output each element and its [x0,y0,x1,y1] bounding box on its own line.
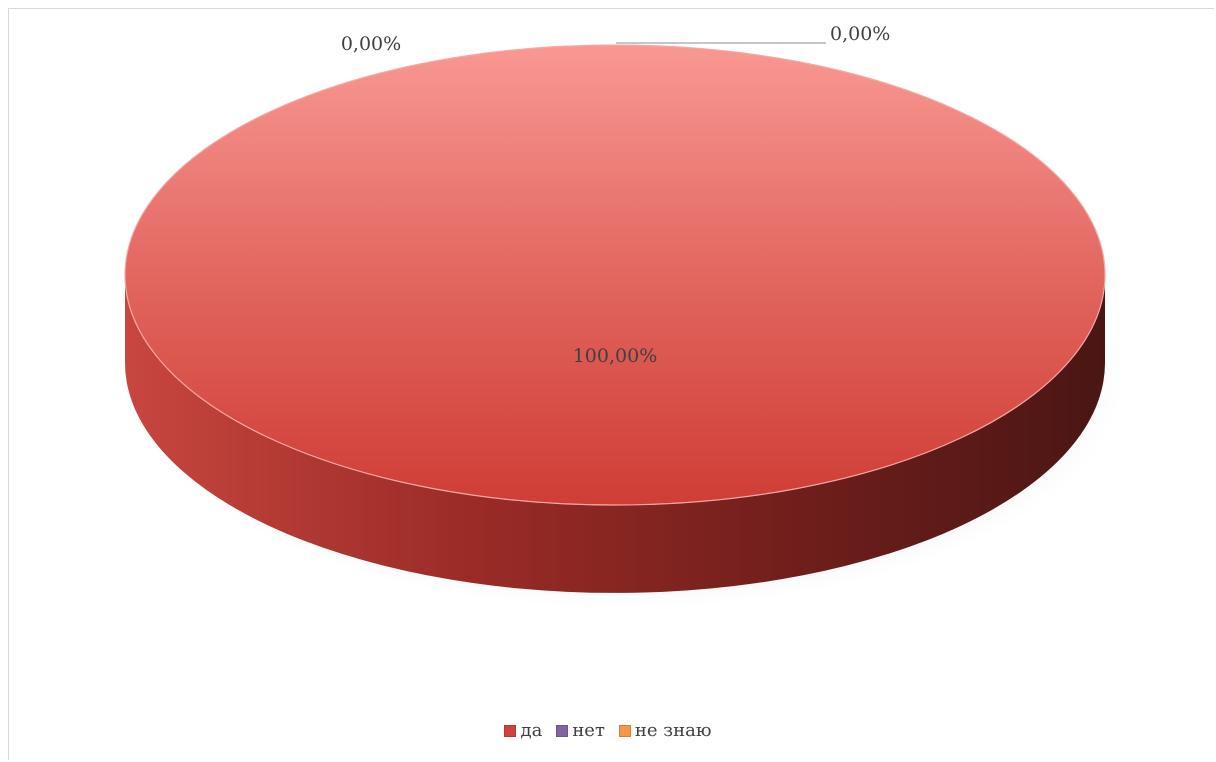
legend-swatch-da [504,724,517,737]
pie-slice-da [124,44,1106,506]
legend-item-net[interactable]: нет [556,720,605,741]
legend-swatch-ne-znayu [618,724,631,737]
legend-swatch-net [556,724,569,737]
pie-chart: 100,00% 0,00% 0,00% [124,23,1125,609]
legend-item-ne-znayu[interactable]: не знаю [618,720,712,741]
legend-label-da: да [520,720,543,741]
legend-item-da[interactable]: да [504,720,542,741]
data-label-da: 100,00% [573,345,658,367]
legend-label-net: нет [572,720,605,741]
data-label-net: 0,00% [341,33,401,55]
legend: да нет не знаю [0,720,1216,741]
pie-slice-side-da [125,275,1105,593]
data-label-ne-znayu: 0,00% [830,23,890,45]
legend-label-ne-znayu: не знаю [634,720,712,741]
chart-frame [8,8,1214,760]
